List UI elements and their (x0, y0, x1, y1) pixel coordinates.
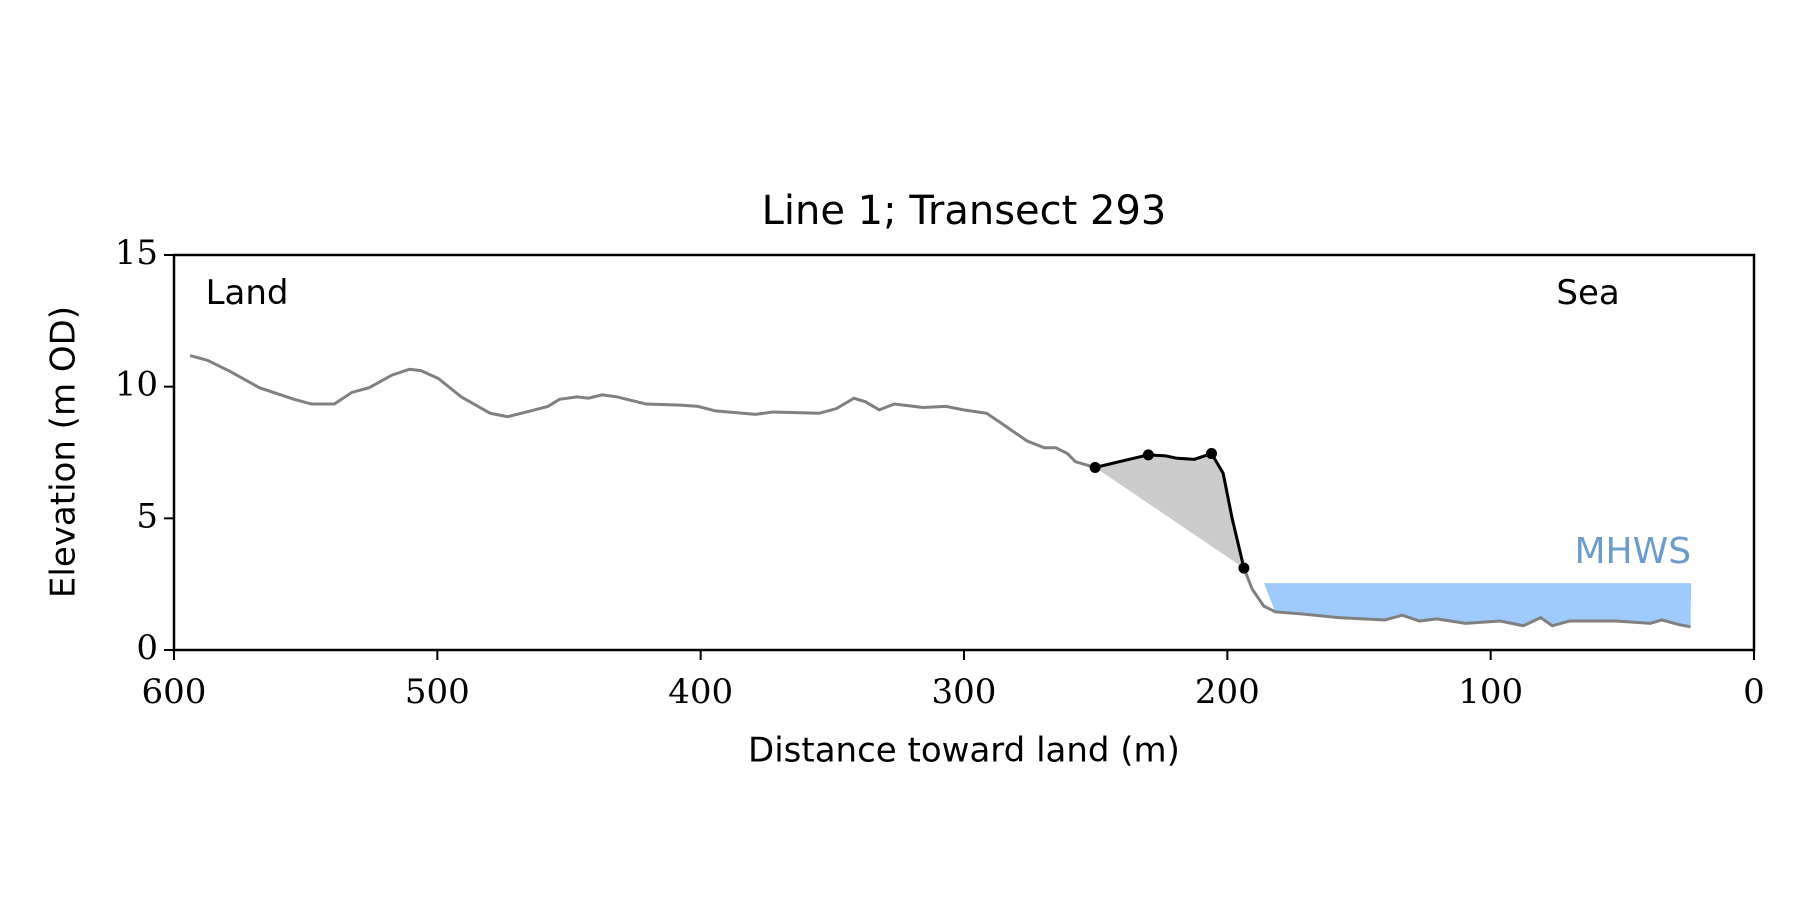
y-tick-label: 10 (115, 365, 158, 405)
x-tick-label: 300 (932, 672, 997, 712)
annotation: Land (206, 273, 289, 313)
mhws-area (1263, 583, 1692, 627)
marker (1206, 448, 1218, 460)
annotation: Sea (1556, 273, 1619, 313)
profile-line (1094, 451, 1246, 569)
marker (1238, 562, 1250, 574)
x-tick-label: 400 (668, 672, 733, 712)
y-axis-label: Elevation (m OD) (44, 306, 84, 598)
x-tick-label: 600 (142, 672, 207, 712)
marker (1089, 462, 1101, 474)
chart-title: Line 1; Transect 293 (762, 188, 1167, 234)
x-axis-label: Distance toward land (m) (748, 731, 1180, 771)
profile-line (189, 354, 1691, 629)
shaded-area (1095, 453, 1244, 569)
mhws-label: MHWS (1574, 531, 1691, 572)
plot-area: MHWS 600 500 400 300 200 100 0 0 5 10 15 Land Sea (115, 233, 1765, 712)
x-tick-label: 200 (1195, 672, 1260, 712)
y-tick-label: 5 (136, 496, 158, 536)
marker (1142, 449, 1154, 461)
y-tick-label: 0 (136, 628, 158, 668)
x-tick-label: 100 (1458, 672, 1523, 712)
x-tick-label: 500 (405, 672, 470, 712)
x-tick-label: 0 (1743, 672, 1765, 712)
y-tick-label: 15 (115, 233, 158, 273)
